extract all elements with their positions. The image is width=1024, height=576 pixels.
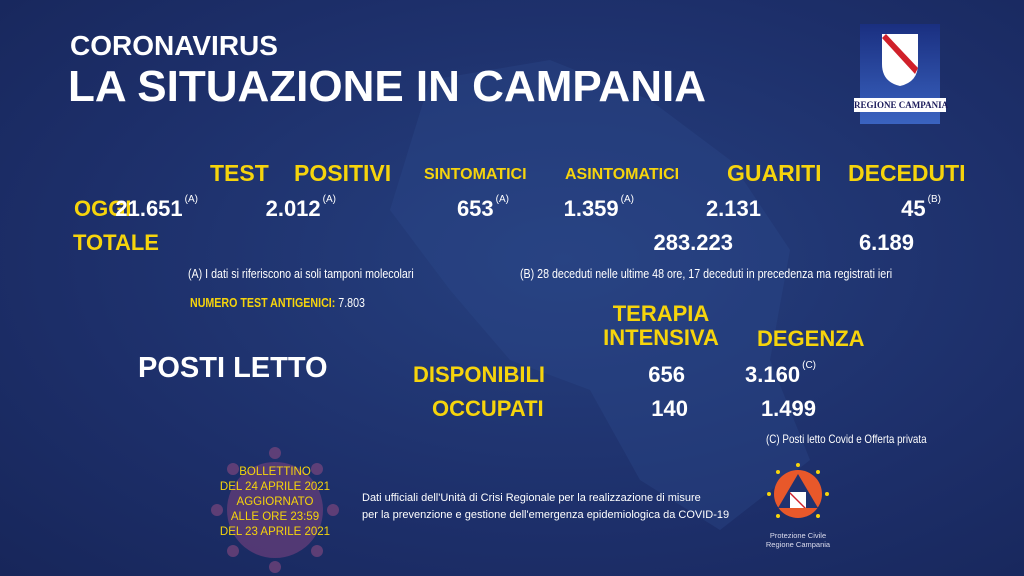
col-deceduti: DECEDUTI	[848, 160, 966, 186]
col-guariti: GUARITI	[727, 160, 822, 186]
oggi-test: 21.651 (A)	[115, 194, 198, 221]
disponibili-degenza: 3.160 (C)	[745, 360, 816, 387]
disponibili-ti: 656	[648, 362, 685, 387]
coat-of-arms-icon	[882, 34, 918, 86]
totale-deceduti: 6.189	[858, 230, 914, 255]
col-asintomatici: ASINTOMATICI	[565, 166, 680, 183]
oggi-positivi: 2.012 (A)	[265, 194, 336, 221]
note-a: (A) I dati si riferiscono ai soli tampon…	[188, 266, 414, 281]
footer-text: Dati ufficiali dell'Unità di Crisi Regio…	[362, 492, 730, 521]
protezione-line2: Regione Campania	[765, 540, 831, 549]
oggi-guariti: 2.131	[705, 196, 761, 221]
occupati-ti: 140	[651, 396, 688, 421]
col-test: TEST	[210, 160, 269, 186]
oggi-sintomatici: 653 (A)	[456, 194, 509, 221]
regione-campania-logo: REGIONE CAMPANIA	[854, 24, 948, 124]
protezione-line1: Protezione Civile	[769, 531, 827, 540]
oggi-deceduti: 45 (B)	[901, 194, 941, 221]
campania-map-silhouette	[390, 60, 810, 530]
note-b: (B) 28 deceduti nelle ultime 48 ore, 17 …	[520, 266, 893, 281]
row-totale-label: TOTALE	[73, 230, 159, 255]
posti-letto-title: POSTI LETTO	[138, 352, 328, 384]
antigen-count: NUMERO TEST ANTIGENICI: 7.803	[190, 295, 365, 310]
oggi-asintomatici: 1.359 (A)	[563, 194, 634, 221]
col-sintomatici: SINTOMATICI	[424, 166, 527, 183]
totale-guariti: 283.223	[653, 230, 733, 255]
col-degenza: DEGENZA	[757, 326, 865, 351]
bulletin-info: BOLLETTINO DEL 24 APRILE 2021 AGGIORNATO AL…	[219, 466, 331, 538]
occupati-degenza: 1.499	[760, 396, 816, 421]
disponibili-label: DISPONIBILI	[413, 362, 546, 387]
protezione-civile-icon	[767, 463, 829, 518]
col-terapia-intensiva: TERAPIA INTENSIVA	[603, 301, 719, 350]
logo-text: REGIONE CAMPANIA	[854, 98, 949, 112]
occupati-label: OCCUPATI	[432, 396, 544, 421]
row-oggi-label: OGGI	[74, 196, 132, 221]
header-kicker: CORONAVIRUS	[70, 30, 278, 61]
page-title: LA SITUAZIONE IN CAMPANIA	[68, 62, 706, 111]
virus-icon	[211, 447, 339, 573]
note-c: (C) Posti letto Covid e Offerta privata	[766, 432, 927, 446]
protezione-civile-logo: Protezione Civile Regione Campania	[756, 462, 840, 549]
col-positivi: POSITIVI	[294, 160, 392, 186]
